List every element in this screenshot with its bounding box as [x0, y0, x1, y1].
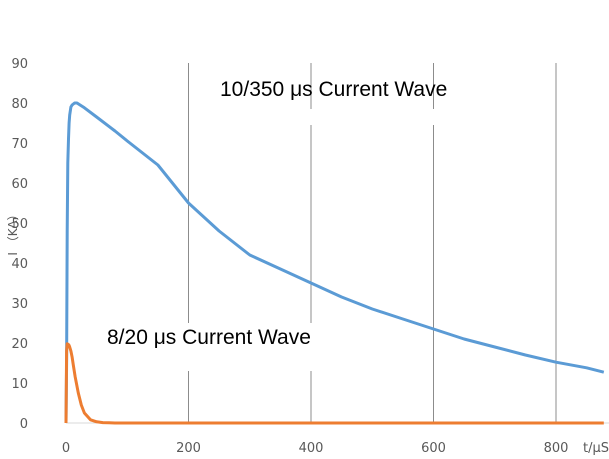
y-tick-label: 90 — [11, 57, 28, 72]
y-axis-ticks: 0 10 20 30 40 50 60 70 80 90 — [11, 57, 28, 432]
y-tick-label: 60 — [11, 177, 28, 192]
x-tick-label: 600 — [421, 441, 446, 456]
x-axis-ticks: 0 200 400 600 800 — [62, 441, 569, 456]
series-line-1 — [64, 101, 605, 424]
y-tick-label: 80 — [11, 97, 28, 112]
annotation-1: 10/350 μs Current Wave — [220, 78, 447, 101]
y-tick-label: 0 — [20, 417, 28, 432]
y-tick-label: 10 — [11, 377, 28, 392]
x-tick-label: 400 — [299, 441, 324, 456]
x-tick-label: 800 — [544, 441, 569, 456]
annotations: 10/350 μs Current Wave 8/20 μs Current Wa… — [107, 78, 447, 349]
y-axis-label: I （KA） — [6, 208, 20, 255]
series-lines — [64, 101, 605, 425]
annotation-2: 8/20 μs Current Wave — [107, 326, 311, 349]
y-tick-label: 40 — [11, 257, 28, 272]
y-tick-label: 70 — [11, 137, 28, 152]
x-tick-label: 200 — [176, 441, 201, 456]
series-line-2 — [64, 342, 604, 425]
y-tick-label: 50 — [11, 217, 28, 232]
x-tick-label: 0 — [62, 441, 70, 456]
grid-lines — [66, 63, 609, 424]
x-axis-label: t/μS — [583, 441, 609, 456]
y-tick-label: 30 — [11, 297, 28, 312]
y-tick-label: 20 — [11, 337, 28, 352]
